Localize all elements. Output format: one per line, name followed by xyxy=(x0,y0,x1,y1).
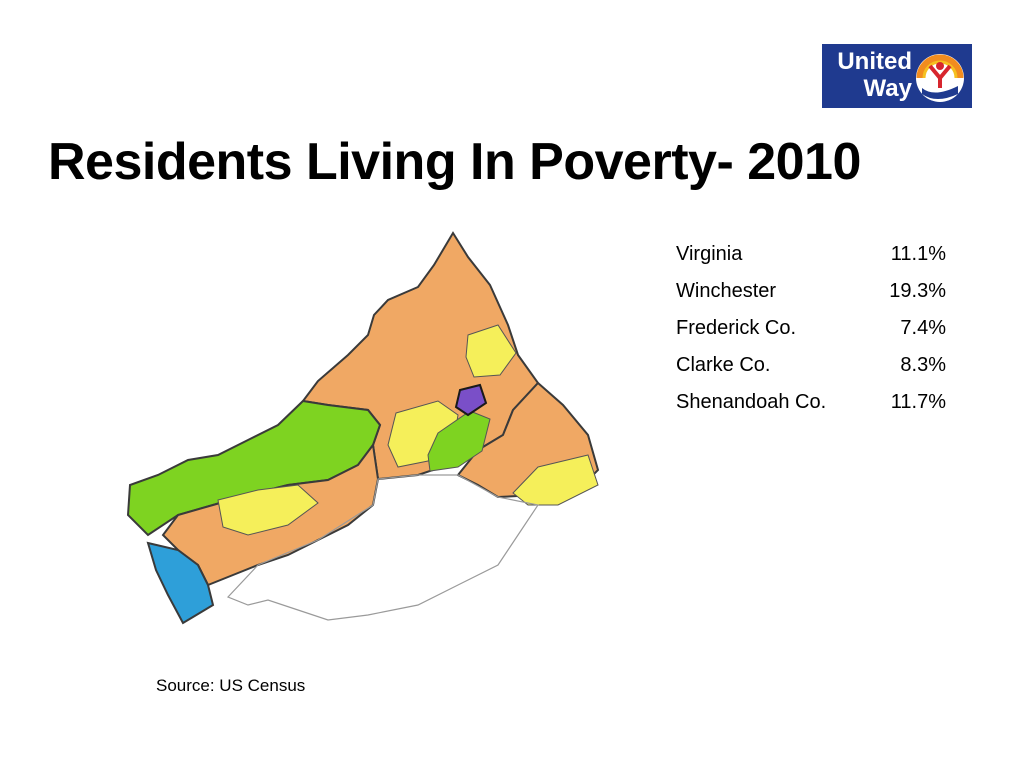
poverty-rate: 11.7% xyxy=(890,391,946,413)
table-row: Winchester 19.3% xyxy=(676,273,946,310)
united-way-hand-icon xyxy=(916,54,964,102)
logo-line-2: Way xyxy=(863,75,912,102)
uncolored-southern-area xyxy=(226,474,539,621)
area-name: Clarke Co. xyxy=(676,354,771,376)
table-row: Clarke Co. 8.3% xyxy=(676,347,946,384)
slide-title: Residents Living In Poverty- 2010 xyxy=(48,133,861,191)
poverty-rate: 11.1% xyxy=(890,243,946,265)
poverty-rate: 19.3% xyxy=(889,280,946,302)
area-name: Virginia xyxy=(676,243,743,265)
area-name: Frederick Co. xyxy=(676,317,797,339)
frederick-yellow-district xyxy=(465,324,517,378)
logo-wordmark: United Way xyxy=(826,48,912,102)
united-way-logo: United Way xyxy=(822,44,972,108)
shenandoah-yellow-district xyxy=(217,484,319,536)
poverty-rate: 8.3% xyxy=(900,354,946,376)
area-name: Winchester xyxy=(676,280,777,302)
source-note: Source: US Census xyxy=(156,676,306,695)
area-name: Shenandoah Co. xyxy=(676,391,827,413)
table-row: Shenandoah Co. 11.7% xyxy=(676,384,946,421)
winchester-region xyxy=(454,383,488,417)
clarke-yellow-district xyxy=(512,454,599,506)
poverty-rate: 7.4% xyxy=(900,317,946,339)
table-row: Frederick Co. 7.4% xyxy=(676,310,946,347)
poverty-rate-table: Virginia 11.1% Winchester 19.3% Frederic… xyxy=(676,236,946,421)
table-row: Virginia 11.1% xyxy=(676,236,946,273)
southwest-blue-district xyxy=(146,541,215,625)
logo-line-1: United xyxy=(837,48,912,75)
poverty-map xyxy=(126,231,600,625)
